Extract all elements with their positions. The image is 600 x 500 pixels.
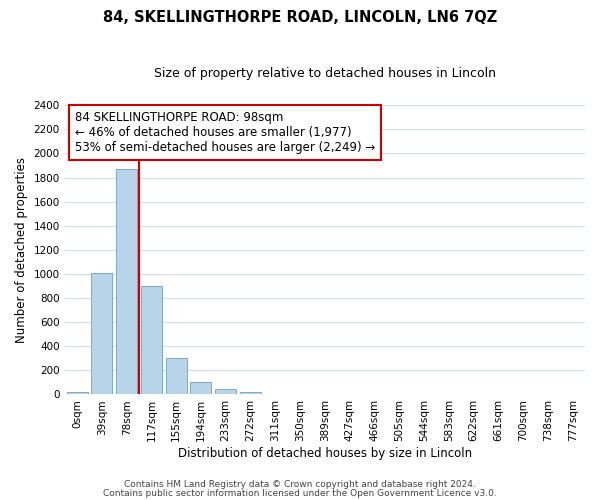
Bar [166,358,187,394]
Text: Contains public sector information licensed under the Open Government Licence v3: Contains public sector information licen… [103,488,497,498]
Bar [240,392,261,394]
Title: Size of property relative to detached houses in Lincoln: Size of property relative to detached ho… [154,68,496,80]
Bar [67,392,88,394]
Bar [215,389,236,394]
Y-axis label: Number of detached properties: Number of detached properties [15,157,28,343]
Text: 84 SKELLINGTHORPE ROAD: 98sqm
← 46% of detached houses are smaller (1,977)
53% o: 84 SKELLINGTHORPE ROAD: 98sqm ← 46% of d… [75,111,376,154]
X-axis label: Distribution of detached houses by size in Lincoln: Distribution of detached houses by size … [178,447,472,460]
Bar [91,273,112,394]
Bar [190,382,211,394]
Text: 84, SKELLINGTHORPE ROAD, LINCOLN, LN6 7QZ: 84, SKELLINGTHORPE ROAD, LINCOLN, LN6 7Q… [103,10,497,25]
Bar [116,169,137,394]
Text: Contains HM Land Registry data © Crown copyright and database right 2024.: Contains HM Land Registry data © Crown c… [124,480,476,489]
Bar [141,286,162,395]
